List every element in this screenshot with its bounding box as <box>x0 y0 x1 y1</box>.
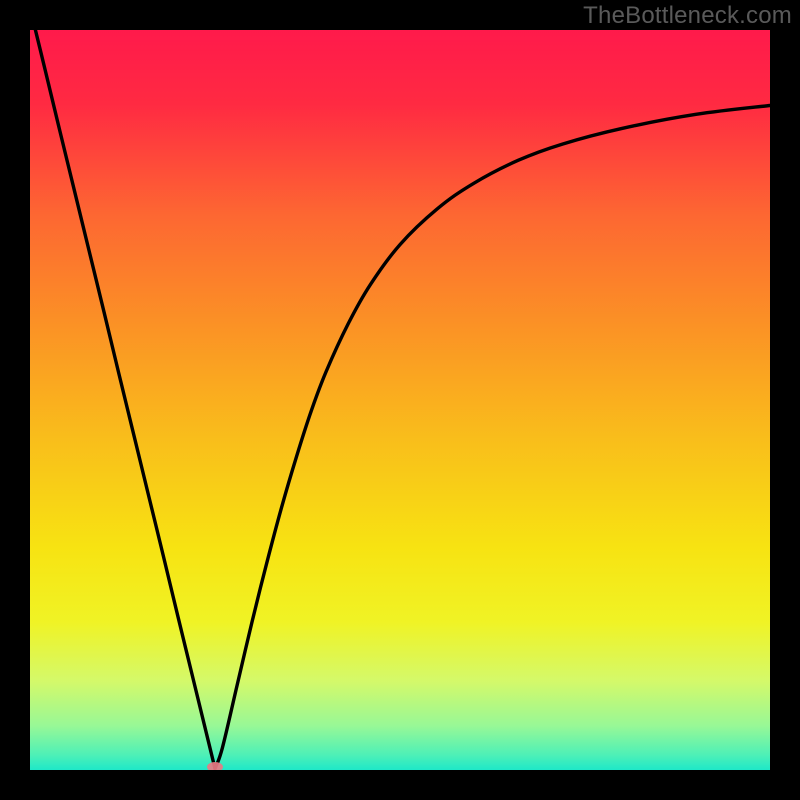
watermark-text: TheBottleneck.com <box>583 2 792 30</box>
bottleneck-chart <box>0 0 800 800</box>
